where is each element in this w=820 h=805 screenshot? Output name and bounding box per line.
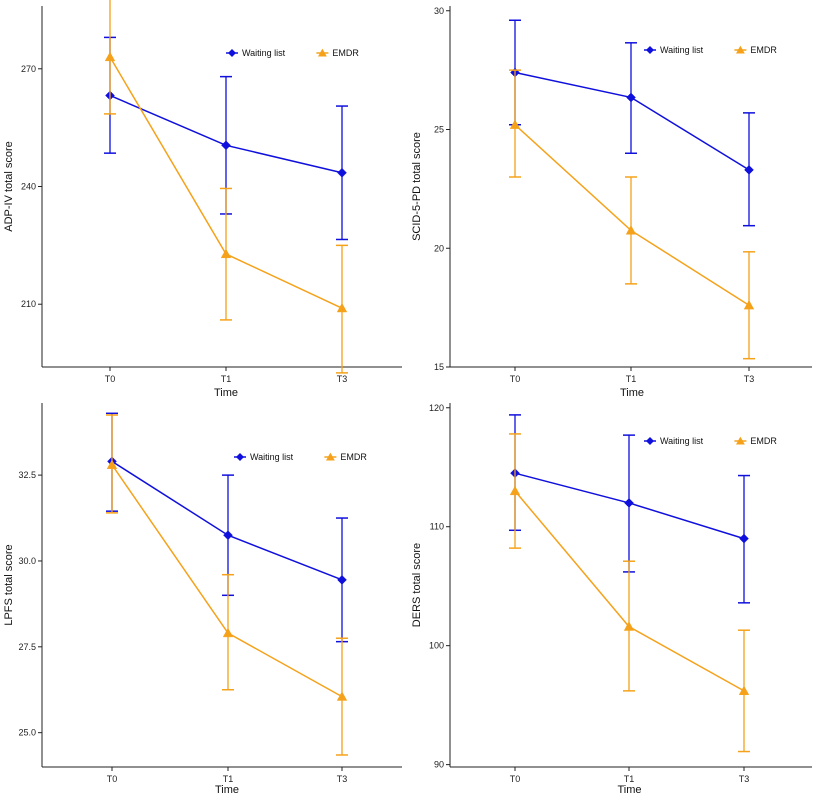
y-tick-label: 25.0 xyxy=(18,728,36,738)
chart-panel-bottom-left: 25.0 27.5 30.0 32.5 T0 T1 T3 Time LPFS total sco… xyxy=(3,403,402,796)
data-point xyxy=(337,167,347,178)
legend-marker-triangle xyxy=(736,436,745,445)
legend: Waiting list EMDR xyxy=(644,436,777,446)
chart-panel-top-left: 210 240 270 T0 T1 T3 Time ADP-IV total score Wai… xyxy=(3,0,402,399)
x-tick-label: T3 xyxy=(739,774,750,784)
x-tick-label: T3 xyxy=(337,374,348,384)
legend-label: EMDR xyxy=(340,452,367,462)
series-emdr xyxy=(104,0,348,374)
legend-marker-diamond xyxy=(228,49,236,57)
x-axis-title: Time xyxy=(214,387,238,399)
series-waiting-list xyxy=(509,19,755,227)
series-emdr xyxy=(509,69,755,360)
legend-marker-triangle xyxy=(318,48,327,57)
data-point xyxy=(222,627,234,638)
y-tick-label: 30 xyxy=(434,6,444,16)
data-point xyxy=(336,691,348,701)
y-tick-label: 90 xyxy=(434,760,444,770)
x-tick-label: T1 xyxy=(221,374,232,384)
x-axis-title: Time xyxy=(617,784,641,796)
y-tick-label: 25 xyxy=(434,125,444,135)
x-tick-label: T3 xyxy=(337,774,348,784)
y-tick-label: 270 xyxy=(21,64,36,74)
data-point xyxy=(509,485,521,496)
y-tick-label: 32.5 xyxy=(18,470,36,480)
x-tick-label: T1 xyxy=(624,774,635,784)
legend-marker-diamond xyxy=(646,46,654,54)
data-point xyxy=(623,621,635,631)
data-point xyxy=(509,119,521,129)
data-point xyxy=(738,685,750,695)
y-tick-label: 110 xyxy=(430,522,444,532)
data-point xyxy=(624,498,634,508)
x-tick-label: T0 xyxy=(105,374,116,384)
y-axis-title: LPFS total score xyxy=(3,544,15,625)
y-axis-title: ADP-IV total score xyxy=(3,141,15,231)
x-tick-label: T3 xyxy=(744,374,755,384)
x-axis-title: Time xyxy=(215,784,239,796)
series-emdr xyxy=(509,433,750,753)
chart-panel-bottom-right: 90 100 110 120 T0 T1 T3 Time DERS total score Wai… xyxy=(411,403,812,796)
series-line xyxy=(111,460,343,581)
legend-label: Waiting list xyxy=(250,452,294,462)
data-point xyxy=(104,51,116,62)
legend-label: EMDR xyxy=(750,436,777,446)
legend-label: Waiting list xyxy=(660,436,704,446)
y-tick-label: 240 xyxy=(21,182,36,192)
legend-label: EMDR xyxy=(750,45,777,55)
data-point xyxy=(221,140,231,151)
data-point xyxy=(625,225,637,235)
y-tick-label: 20 xyxy=(434,243,444,253)
legend: Waiting list EMDR xyxy=(644,45,777,55)
chart-panel-top-right: 15 20 25 30 T0 T1 T3 Time SCID-5-PD total score W… xyxy=(411,6,812,399)
legend-marker-triangle xyxy=(736,45,745,54)
legend-label: Waiting list xyxy=(660,45,704,55)
y-tick-label: 15 xyxy=(434,362,444,372)
y-tick-label: 210 xyxy=(21,299,36,309)
series-emdr xyxy=(106,414,348,756)
legend-marker-diamond xyxy=(236,453,244,461)
x-tick-label: T0 xyxy=(510,774,521,784)
data-point xyxy=(739,533,749,544)
x-tick-label: T0 xyxy=(107,774,118,784)
series-line xyxy=(514,124,750,306)
data-point xyxy=(743,299,755,310)
data-point xyxy=(223,530,233,541)
legend-label: Waiting list xyxy=(242,48,286,58)
data-point xyxy=(106,459,118,469)
legend: Waiting list EMDR xyxy=(234,452,367,462)
y-tick-label: 27.5 xyxy=(18,642,36,652)
x-axis-title: Time xyxy=(620,387,644,399)
series-waiting-list xyxy=(106,412,348,643)
x-tick-label: T1 xyxy=(223,774,234,784)
y-axis-title: DERS total score xyxy=(411,543,423,627)
y-tick-label: 30.0 xyxy=(18,556,36,566)
legend: Waiting list EMDR xyxy=(226,48,359,58)
data-point xyxy=(744,165,754,175)
data-point xyxy=(220,248,232,259)
legend-marker-triangle xyxy=(326,452,335,461)
data-point xyxy=(336,302,348,313)
x-tick-label: T1 xyxy=(626,374,637,384)
series-line xyxy=(514,71,750,171)
x-tick-label: T0 xyxy=(510,374,521,384)
data-point xyxy=(626,92,636,103)
y-tick-label: 120 xyxy=(429,403,444,413)
legend-marker-diamond xyxy=(646,437,654,445)
legend-label: EMDR xyxy=(332,48,359,58)
data-point xyxy=(337,574,347,585)
y-axis-title: SCID-5-PD total score xyxy=(411,132,423,241)
series-line xyxy=(111,464,343,698)
y-tick-label: 100 xyxy=(429,641,444,651)
